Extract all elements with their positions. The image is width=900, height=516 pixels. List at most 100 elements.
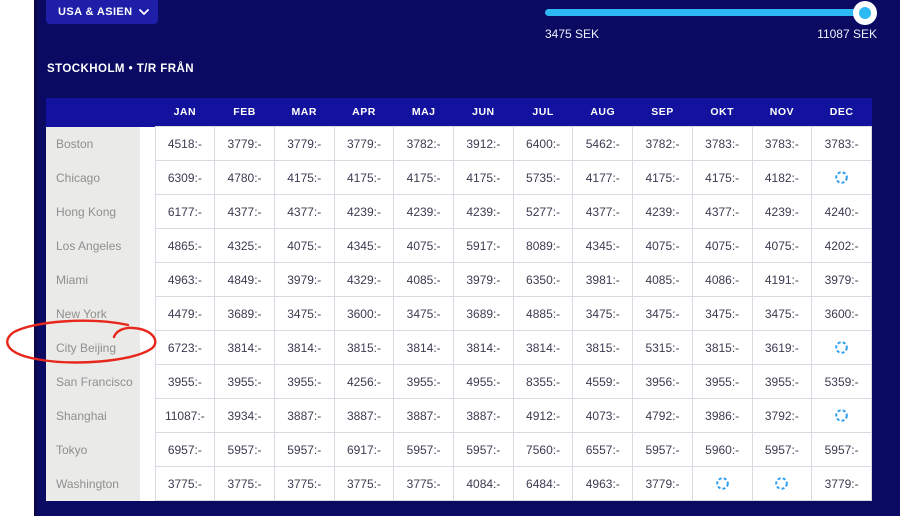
price-cell[interactable]: 3815:-	[333, 330, 395, 365]
price-cell[interactable]: 3783:-	[691, 126, 753, 161]
price-cell[interactable]: 3955:-	[393, 364, 455, 399]
price-cell[interactable]: 3955:-	[214, 364, 275, 399]
price-cell[interactable]: 4865:-	[154, 228, 216, 263]
price-cell[interactable]: 3779:-	[333, 126, 395, 161]
price-cell[interactable]: 3779:-	[214, 126, 275, 161]
price-cell[interactable]: 5462:-	[572, 126, 634, 161]
price-cell[interactable]: 5957:-	[751, 432, 813, 467]
price-cell[interactable]: 4792:-	[632, 398, 693, 433]
price-range-slider-track[interactable]	[545, 9, 875, 16]
price-cell[interactable]: 6309:-	[154, 160, 216, 195]
price-cell[interactable]: 4240:-	[811, 194, 872, 229]
price-cell[interactable]: 6557:-	[572, 432, 634, 467]
price-cell[interactable]: 3475:-	[751, 296, 813, 331]
price-cell[interactable]: 4191:-	[751, 262, 813, 297]
price-cell[interactable]: 3475:-	[273, 296, 335, 331]
price-cell[interactable]: 4963:-	[572, 466, 634, 501]
price-cell[interactable]: 4377:-	[691, 194, 753, 229]
price-cell[interactable]: 3956:-	[632, 364, 693, 399]
price-cell[interactable]: 3955:-	[273, 364, 335, 399]
price-cell[interactable]: 4955:-	[453, 364, 514, 399]
price-cell[interactable]: 3814:-	[512, 330, 574, 365]
price-cell[interactable]: 5957:-	[214, 432, 275, 467]
price-cell[interactable]: 5957:-	[393, 432, 455, 467]
price-cell[interactable]: 6917:-	[333, 432, 395, 467]
price-cell[interactable]: 3979:-	[453, 262, 514, 297]
price-cell[interactable]: 3815:-	[572, 330, 634, 365]
price-cell[interactable]: 4075:-	[632, 228, 693, 263]
price-cell[interactable]: 3782:-	[393, 126, 455, 161]
price-cell[interactable]: 5917:-	[453, 228, 514, 263]
price-cell[interactable]: 5359:-	[811, 364, 872, 399]
price-cell[interactable]: 4377:-	[572, 194, 634, 229]
price-cell[interactable]: 3779:-	[632, 466, 693, 501]
price-cell[interactable]: 3986:-	[691, 398, 753, 433]
price-cell[interactable]: 4085:-	[632, 262, 693, 297]
price-cell[interactable]: 4325:-	[214, 228, 275, 263]
price-cell[interactable]: 3887:-	[453, 398, 514, 433]
price-cell[interactable]: 4345:-	[333, 228, 395, 263]
price-cell[interactable]: 8089:-	[512, 228, 574, 263]
price-cell[interactable]: 3912:-	[453, 126, 514, 161]
price-cell[interactable]: 4175:-	[632, 160, 693, 195]
price-cell[interactable]: 4479:-	[154, 296, 216, 331]
price-cell[interactable]: 3779:-	[811, 466, 872, 501]
price-cell[interactable]: 4849:-	[214, 262, 275, 297]
price-cell[interactable]: 4175:-	[393, 160, 455, 195]
price-cell[interactable]: 4377:-	[214, 194, 275, 229]
price-cell[interactable]: 6957:-	[154, 432, 216, 467]
price-cell[interactable]: 3783:-	[811, 126, 872, 161]
price-cell[interactable]: 4963:-	[154, 262, 216, 297]
price-cell[interactable]: 5957:-	[273, 432, 335, 467]
price-cell[interactable]: 5277:-	[512, 194, 574, 229]
price-cell[interactable]: 4345:-	[572, 228, 634, 263]
price-cell[interactable]: 3775:-	[154, 466, 216, 501]
price-cell[interactable]: 3814:-	[393, 330, 455, 365]
price-cell[interactable]: 3979:-	[273, 262, 335, 297]
price-cell[interactable]: 4912:-	[512, 398, 574, 433]
price-cell[interactable]: 4175:-	[691, 160, 753, 195]
price-cell[interactable]: 3775:-	[273, 466, 335, 501]
region-dropdown[interactable]: USA & ASIEN	[46, 0, 158, 24]
price-cell[interactable]: 3814:-	[214, 330, 275, 365]
price-cell[interactable]: 3689:-	[453, 296, 514, 331]
price-cell[interactable]: 4518:-	[154, 126, 216, 161]
price-cell[interactable]: 3887:-	[393, 398, 455, 433]
price-cell[interactable]: 3475:-	[393, 296, 455, 331]
price-cell[interactable]: 4085:-	[393, 262, 455, 297]
price-cell[interactable]: 4084:-	[453, 466, 514, 501]
price-cell[interactable]: 5957:-	[811, 432, 872, 467]
price-cell[interactable]: 4175:-	[273, 160, 335, 195]
price-cell[interactable]: 4182:-	[751, 160, 813, 195]
price-cell[interactable]: 5960:-	[691, 432, 753, 467]
price-cell[interactable]: 6350:-	[512, 262, 574, 297]
price-cell[interactable]: 6400:-	[512, 126, 574, 161]
price-cell[interactable]: 3782:-	[632, 126, 693, 161]
price-cell[interactable]: 4329:-	[333, 262, 395, 297]
price-cell[interactable]: 4086:-	[691, 262, 753, 297]
price-cell[interactable]: 4559:-	[572, 364, 634, 399]
price-cell[interactable]: 4780:-	[214, 160, 275, 195]
price-cell[interactable]: 3814:-	[453, 330, 514, 365]
price-cell[interactable]: 4202:-	[811, 228, 872, 263]
price-range-slider-handle[interactable]	[853, 1, 877, 25]
price-cell[interactable]: 4239:-	[453, 194, 514, 229]
price-cell[interactable]: 3979:-	[811, 262, 872, 297]
price-cell[interactable]: 4075:-	[751, 228, 813, 263]
price-cell[interactable]: 4175:-	[453, 160, 514, 195]
price-cell[interactable]: 4377:-	[273, 194, 335, 229]
price-cell[interactable]: 3619:-	[751, 330, 813, 365]
price-cell[interactable]: 3783:-	[751, 126, 813, 161]
price-cell[interactable]: 3600:-	[811, 296, 872, 331]
price-cell[interactable]: 3934:-	[214, 398, 275, 433]
price-cell[interactable]: 3792:-	[751, 398, 813, 433]
price-cell[interactable]: 3815:-	[691, 330, 753, 365]
price-cell[interactable]: 3475:-	[691, 296, 753, 331]
price-cell[interactable]: 4239:-	[393, 194, 455, 229]
price-cell[interactable]: 5957:-	[453, 432, 514, 467]
price-cell[interactable]: 3689:-	[214, 296, 275, 331]
price-cell[interactable]: 7560:-	[512, 432, 574, 467]
price-cell[interactable]: 3814:-	[273, 330, 335, 365]
price-cell[interactable]: 6723:-	[154, 330, 216, 365]
price-cell[interactable]: 3475:-	[632, 296, 693, 331]
